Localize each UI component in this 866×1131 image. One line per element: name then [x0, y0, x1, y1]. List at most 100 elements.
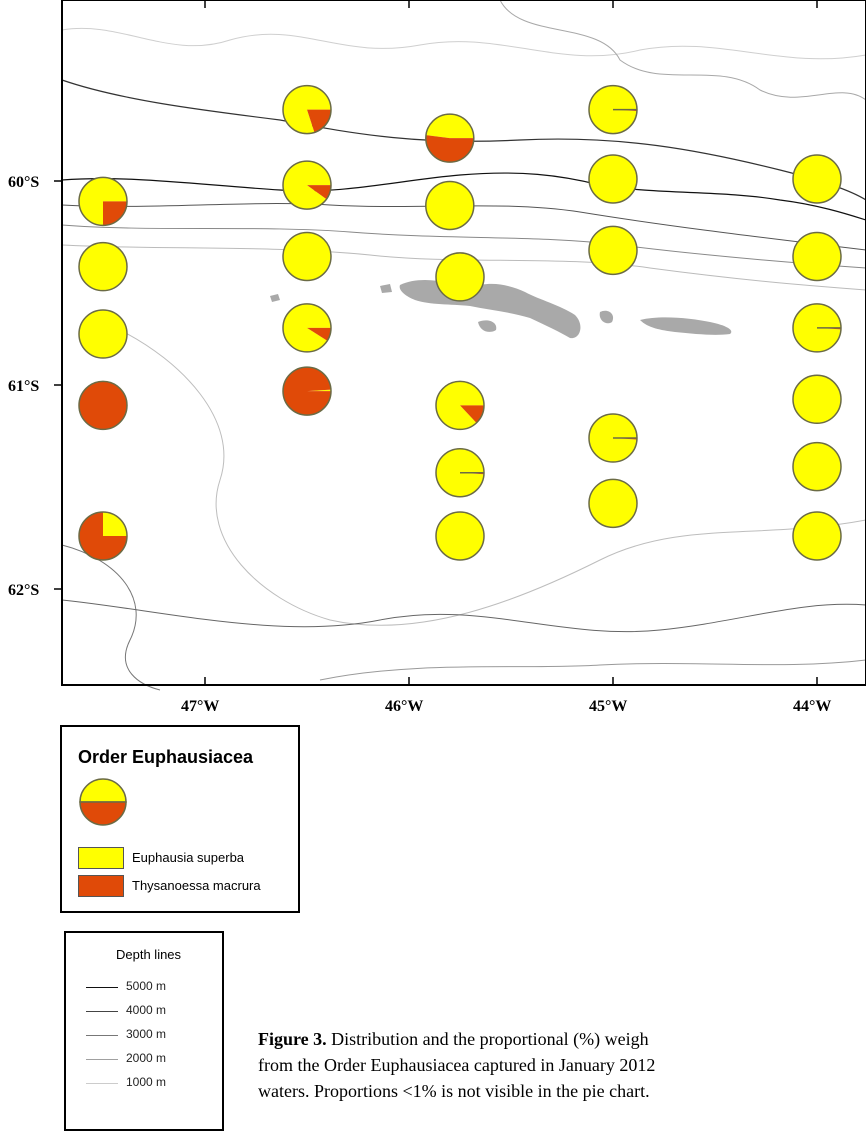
pie-slice-thysanoessa-macrura — [307, 109, 331, 133]
station-pie — [282, 366, 332, 416]
depth-line-1000m-b — [61, 244, 866, 291]
pie-outline — [792, 154, 842, 204]
pie-slice-thysanoessa-macrura — [283, 367, 331, 416]
station-pie — [435, 511, 485, 561]
pie-outline — [792, 374, 842, 425]
station-pie — [282, 231, 332, 282]
pie-outline — [435, 252, 485, 302]
station-pie — [435, 252, 485, 302]
depth-legend-label: 3000 m — [126, 1027, 167, 1041]
depth-legend-line — [86, 987, 118, 988]
pie-slice-euphausia-superba — [589, 154, 637, 203]
pie-outline — [282, 160, 332, 210]
legend-label-euphausia-superba: Euphausia superba — [132, 850, 245, 865]
caption-line-1: Figure 3. Distribution and the proportio… — [258, 1026, 866, 1052]
depth-legend-label: 2000 m — [126, 1051, 167, 1065]
pie-slice-thysanoessa-macrura — [460, 405, 484, 423]
depth-contours — [61, 0, 866, 691]
depth-line-5000m-b — [319, 659, 866, 681]
island-small-1 — [478, 320, 497, 332]
pie-slice-euphausia-superba — [283, 232, 331, 281]
pie-outline — [792, 511, 842, 561]
pie-outline — [425, 180, 475, 231]
pie-slice-euphausia-superba — [793, 232, 841, 281]
lat-label-61s: 61°S — [8, 378, 39, 395]
pie-outline — [588, 154, 638, 204]
pie-slice-euphausia-superba — [793, 375, 841, 424]
depth-legend-line — [86, 1059, 118, 1060]
pie-slice-euphausia-superba — [436, 511, 484, 560]
depth-legend-label: 5000 m — [126, 979, 167, 993]
station-pie — [792, 231, 842, 282]
pie-outline — [425, 113, 475, 163]
pie-slice-euphausia-superba — [793, 442, 841, 491]
lon-label-44w: 44°W — [793, 698, 831, 715]
figure-caption: Figure 3. Distribution and the proportio… — [258, 1026, 866, 1104]
station-pie — [792, 374, 842, 425]
pie-slice-euphausia-superba — [79, 242, 127, 291]
legend-title: Order Euphausiacea — [78, 747, 254, 767]
pie-outline — [78, 511, 128, 561]
map-frame — [61, 0, 866, 686]
depth-legend-label: 1000 m — [126, 1075, 167, 1089]
pie-outline — [792, 231, 842, 282]
legend-pie-bottom — [79, 801, 127, 826]
pie-slice-euphausia-superba — [425, 181, 474, 230]
depth-legend: Depth lines 5000 m 4000 m 3000 m 2000 m … — [64, 931, 224, 1131]
caption-text-1: Distribution and the proportional (%) we… — [326, 1029, 649, 1049]
pie-outline — [78, 380, 128, 431]
pie-slice-thysanoessa-macrura — [425, 135, 474, 163]
pie-slice-thysanoessa-macrura — [307, 327, 331, 341]
lon-label-46w: 46°W — [385, 698, 423, 715]
pie-slice-euphausia-superba — [79, 310, 127, 358]
map-panel: 60°S 61°S 62°S 47°W 46°W 45°W 44°W — [8, 0, 866, 715]
caption-label: Figure 3. — [258, 1029, 327, 1049]
pie-outline — [435, 511, 485, 561]
south-orkney-islands — [270, 279, 732, 339]
depth-line-2000m-b — [61, 224, 866, 269]
pie-slice-euphausia-superba — [283, 85, 331, 134]
legend-pie-top — [79, 778, 127, 803]
station-pie — [588, 478, 638, 529]
depth-line-4000m-b — [61, 599, 866, 633]
pie-outline — [588, 225, 638, 276]
pie-slice-thysanoessa-macrura — [79, 511, 127, 560]
pie-slice-euphausia-superba — [589, 226, 637, 275]
pie-slice-thysanoessa-macrura — [307, 185, 331, 200]
island-small-2 — [599, 310, 614, 324]
pie-slice-thysanoessa-macrura — [79, 381, 127, 430]
station-pie — [425, 180, 475, 231]
pie-outline — [435, 380, 485, 431]
depth-line-3000m-b — [61, 544, 161, 691]
station-pie — [78, 241, 128, 292]
pie-slice-euphausia-superba — [436, 252, 484, 301]
station-pie — [792, 441, 842, 492]
legend-pie-icon — [79, 778, 127, 826]
station-pie — [435, 447, 485, 498]
station-pie — [588, 154, 638, 204]
station-pie — [435, 380, 485, 431]
pie-outline — [282, 84, 332, 135]
pie-outline — [792, 303, 842, 353]
station-pie — [792, 303, 842, 353]
station-pie — [78, 380, 128, 431]
station-pie — [78, 511, 128, 561]
station-pie — [282, 160, 332, 210]
legend-label-thysanoessa-macrura: Thysanoessa macrura — [132, 878, 261, 893]
pie-outline — [588, 413, 638, 463]
pie-slice-euphausia-superba — [793, 511, 841, 560]
legend-swatch-thysanoessa-macrura — [78, 875, 124, 897]
depth-line-1000m-c — [119, 329, 866, 626]
depth-legend-label: 4000 m — [126, 1003, 167, 1017]
caption-line-3: waters. Proportions <1% is not visible i… — [258, 1081, 650, 1101]
station-pie — [792, 511, 842, 561]
island-small-4 — [380, 284, 392, 293]
pie-slice-euphausia-superba — [307, 389, 331, 392]
depth-legend-line — [86, 1011, 118, 1012]
pie-outline — [78, 309, 128, 359]
pie-slice-euphausia-superba — [425, 114, 474, 139]
station-pies — [78, 84, 842, 561]
pie-outline — [282, 303, 332, 353]
caption-line-2: from the Order Euphausiacea captured in … — [258, 1055, 656, 1075]
pie-outline — [792, 441, 842, 492]
